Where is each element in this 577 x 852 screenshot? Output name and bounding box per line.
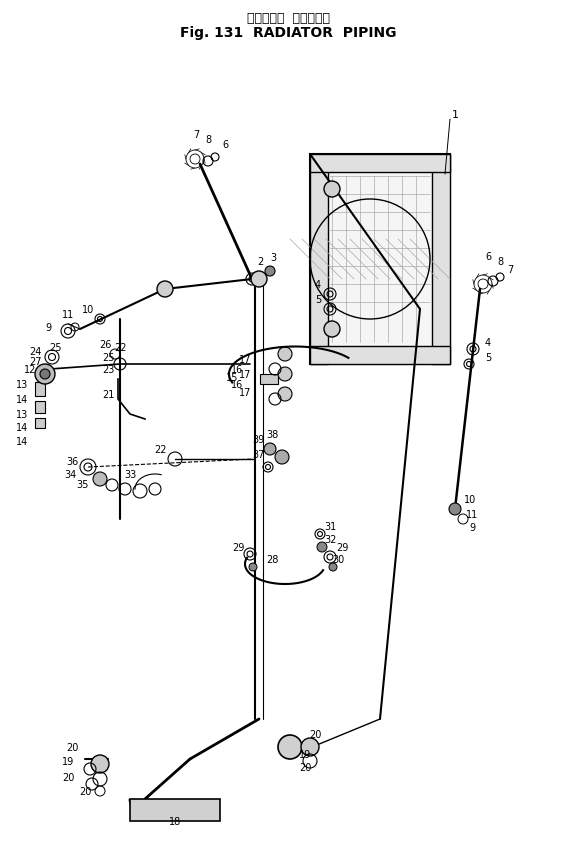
Circle shape	[265, 267, 275, 277]
Text: 33: 33	[124, 469, 136, 480]
Text: 27: 27	[29, 357, 41, 366]
Circle shape	[40, 370, 50, 379]
Bar	[35, 383, 45, 396]
Circle shape	[275, 451, 289, 464]
Circle shape	[278, 735, 302, 759]
Circle shape	[264, 444, 276, 456]
Text: 8: 8	[497, 256, 503, 267]
Text: 19: 19	[62, 756, 74, 766]
Circle shape	[93, 473, 107, 486]
Text: 23: 23	[102, 365, 114, 375]
Text: 12: 12	[24, 365, 36, 375]
Text: 20: 20	[79, 786, 91, 796]
Circle shape	[329, 563, 337, 572]
Text: 32: 32	[324, 534, 336, 544]
Text: 4: 4	[485, 337, 491, 348]
Text: 4: 4	[315, 279, 321, 290]
Text: 3: 3	[270, 253, 276, 262]
Text: 6: 6	[222, 140, 228, 150]
Text: 10: 10	[82, 305, 94, 314]
Text: 34: 34	[64, 469, 76, 480]
Text: 13: 13	[16, 410, 28, 419]
Bar	[130, 799, 220, 821]
Text: 14: 14	[16, 423, 28, 433]
Text: 18: 18	[169, 816, 181, 826]
Text: ラジエータ  バイピング: ラジエータ バイピング	[246, 11, 329, 25]
Text: 16: 16	[231, 365, 243, 375]
Text: 22: 22	[153, 445, 166, 454]
Text: 5: 5	[315, 295, 321, 305]
Text: 25: 25	[48, 343, 61, 353]
Text: 5: 5	[485, 353, 491, 363]
Circle shape	[324, 321, 340, 337]
Circle shape	[278, 388, 292, 401]
Text: 11: 11	[62, 309, 74, 320]
Circle shape	[301, 738, 319, 756]
Circle shape	[278, 367, 292, 382]
Text: 25: 25	[102, 353, 114, 363]
Text: 13: 13	[16, 379, 28, 389]
Text: 31: 31	[324, 521, 336, 532]
Text: 20: 20	[66, 742, 78, 752]
Bar	[310, 155, 328, 365]
Text: 20: 20	[62, 772, 74, 782]
Bar	[260, 375, 278, 384]
Bar	[35, 418, 45, 429]
Text: 29: 29	[232, 543, 244, 552]
Text: 14: 14	[16, 394, 28, 405]
Text: 20: 20	[299, 762, 311, 772]
Bar	[310, 347, 450, 365]
Text: 30: 30	[332, 555, 344, 564]
Text: 7: 7	[507, 265, 513, 274]
Text: 36: 36	[66, 457, 78, 466]
Text: 20: 20	[309, 729, 321, 740]
Circle shape	[449, 504, 461, 515]
Text: 7: 7	[193, 130, 199, 140]
Text: 14: 14	[16, 436, 28, 446]
Text: 1: 1	[451, 110, 459, 120]
Text: 22: 22	[114, 343, 126, 353]
Text: 39: 39	[252, 435, 264, 445]
Circle shape	[251, 272, 267, 288]
Text: 29: 29	[336, 543, 348, 552]
Text: 16: 16	[231, 379, 243, 389]
Text: 17: 17	[239, 370, 251, 379]
Circle shape	[35, 365, 55, 384]
Text: 8: 8	[205, 135, 211, 145]
Text: 35: 35	[76, 480, 88, 489]
Text: 11: 11	[466, 509, 478, 520]
Circle shape	[278, 348, 292, 361]
Text: 9: 9	[45, 323, 51, 332]
Text: 38: 38	[266, 429, 278, 440]
Text: 17: 17	[239, 388, 251, 398]
Text: 2: 2	[257, 256, 263, 267]
Text: 19: 19	[299, 749, 311, 759]
Bar	[35, 401, 45, 413]
Text: 10: 10	[464, 494, 476, 504]
Text: Fig. 131  RADIATOR  PIPING: Fig. 131 RADIATOR PIPING	[180, 26, 396, 40]
Bar	[432, 155, 450, 365]
Bar	[310, 155, 450, 365]
Text: 37: 37	[252, 450, 264, 459]
Bar	[310, 155, 450, 173]
Circle shape	[249, 563, 257, 572]
Text: 24: 24	[29, 347, 41, 357]
Text: 26: 26	[99, 340, 111, 349]
Circle shape	[324, 181, 340, 198]
Circle shape	[91, 755, 109, 773]
Text: 15: 15	[226, 372, 238, 383]
Text: 28: 28	[266, 555, 278, 564]
Circle shape	[317, 543, 327, 552]
Text: 21: 21	[102, 389, 114, 400]
Text: 6: 6	[485, 251, 491, 262]
Circle shape	[157, 282, 173, 297]
Text: 17: 17	[239, 354, 251, 365]
Text: 9: 9	[469, 522, 475, 532]
